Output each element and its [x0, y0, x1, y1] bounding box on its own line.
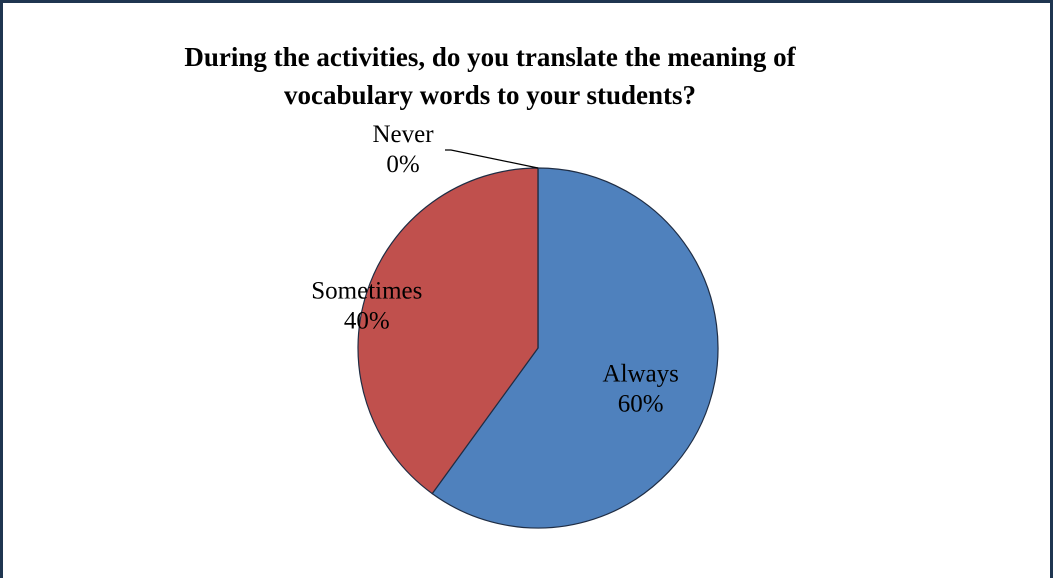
pie-slice — [357, 167, 539, 495]
pie-slice — [431, 167, 719, 529]
chart-title: During the activities, do you translate … — [184, 42, 796, 110]
slice-label-name: Sometimes — [311, 277, 422, 304]
slice-label-value: 40% — [344, 307, 390, 334]
slice-label-name: Always — [603, 360, 679, 387]
slice-label-value: 0% — [386, 151, 419, 178]
leader-line — [445, 149, 539, 169]
slice-label-name: Never — [372, 121, 434, 148]
slice-label-value: 60% — [618, 390, 664, 417]
